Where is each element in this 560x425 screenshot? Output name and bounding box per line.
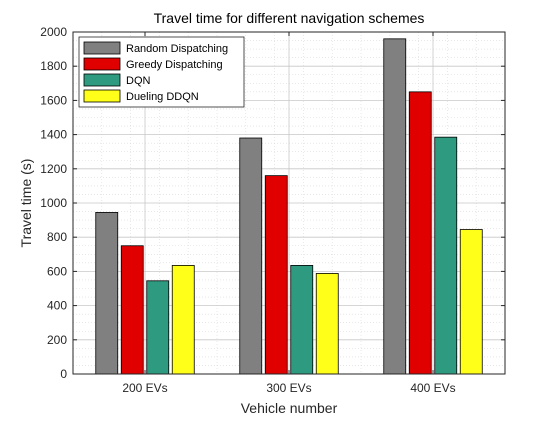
bar — [146, 280, 170, 375]
bars — [95, 38, 483, 375]
bar — [95, 212, 119, 375]
x-tick-label: 300 EVs — [266, 381, 311, 395]
legend-label: DQN — [126, 75, 151, 87]
bar — [264, 175, 288, 375]
x-tick-label: 400 EVs — [410, 381, 455, 395]
y-tick-label: 2000 — [40, 25, 67, 39]
y-tick-label: 200 — [47, 333, 67, 347]
y-tick-label: 1600 — [40, 93, 67, 107]
bar — [459, 229, 483, 375]
bar — [383, 38, 407, 375]
x-tick-label: 200 EVs — [122, 381, 167, 395]
y-axis-label: Travel time (s) — [18, 159, 34, 248]
y-tick-label: 1800 — [40, 59, 67, 73]
chart-title: Travel time for different navigation sch… — [154, 10, 425, 26]
legend-swatch — [83, 89, 121, 103]
y-tick-label: 1200 — [40, 162, 67, 176]
legend-swatch — [83, 41, 121, 55]
bar — [120, 245, 144, 375]
y-tick-label: 400 — [47, 299, 67, 313]
y-tick-label: 0 — [60, 367, 67, 381]
y-tick-label: 600 — [47, 264, 67, 278]
x-axis-label: Vehicle number — [241, 400, 338, 416]
bar — [408, 91, 432, 375]
legend-swatch — [83, 57, 121, 71]
major-grid — [73, 32, 505, 374]
y-tick-label: 1000 — [40, 196, 67, 210]
bar — [315, 273, 339, 375]
bar — [239, 137, 263, 375]
y-tick-label: 800 — [47, 230, 67, 244]
legend-label: Dueling DDQN — [126, 91, 199, 103]
legend-swatch — [83, 73, 121, 87]
legend: Random Dispatching Greedy Dispatching DQN D… — [78, 36, 245, 108]
y-tick-label: 1400 — [40, 128, 67, 142]
bar — [434, 136, 458, 375]
bar — [171, 265, 195, 375]
legend-label: Random Dispatching — [126, 43, 228, 55]
legend-label: Greedy Dispatching — [126, 59, 223, 71]
bar — [290, 265, 314, 375]
axis-ticks: 0 200 400 600 800 1000 1200 1400 1600 1800 2000 200… — [40, 25, 505, 395]
